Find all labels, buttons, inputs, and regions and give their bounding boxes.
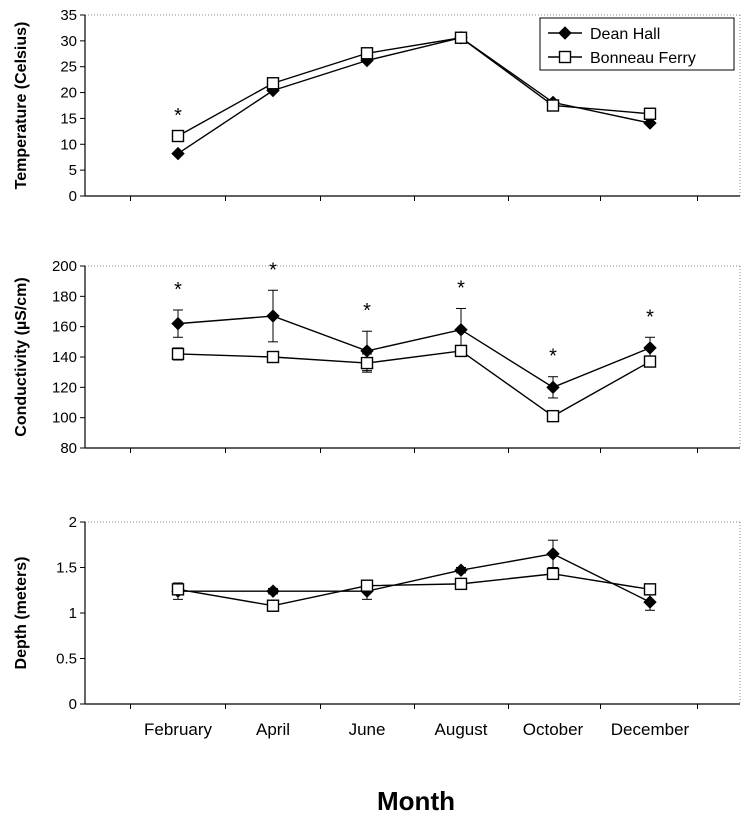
data-point-square xyxy=(360,47,374,60)
data-point-diamond xyxy=(454,563,468,577)
data-point-square xyxy=(171,347,185,361)
data-point-diamond xyxy=(643,341,657,355)
significance-star: * xyxy=(363,300,371,322)
series-bonneau-ferry xyxy=(171,567,657,612)
y-tick-label: 0 xyxy=(69,188,77,205)
data-point-square xyxy=(643,355,657,368)
y-tick-label: 1 xyxy=(69,605,77,622)
data-point-diamond xyxy=(643,116,657,130)
data-point-diamond xyxy=(266,584,280,598)
data-point-square xyxy=(643,107,657,120)
data-point-diamond xyxy=(546,547,560,561)
legend-label: Dean Hall xyxy=(590,26,660,43)
data-point-square xyxy=(266,77,280,90)
y-tick-label: 0 xyxy=(69,696,77,713)
y-tick-label: 100 xyxy=(52,410,77,427)
data-point-square xyxy=(266,350,280,364)
legend-box xyxy=(539,17,735,71)
series-bonneau-ferry xyxy=(171,344,657,423)
significance-star: * xyxy=(646,306,654,328)
data-point-square xyxy=(643,583,657,596)
series-dean-hall xyxy=(171,289,657,399)
y-axis-label: Temperature (Celsius) xyxy=(13,22,30,190)
y-tick-label: 25 xyxy=(60,59,77,76)
data-point-diamond xyxy=(454,322,468,337)
series-line xyxy=(177,315,651,389)
series-line xyxy=(177,36,651,155)
y-tick-label: 5 xyxy=(69,162,77,179)
y-axis-label: Conductivity (µS/cm) xyxy=(13,277,30,436)
series-line xyxy=(177,350,651,417)
panel-1: 0 5 10 15 20 25 30 35 Temperature (Celsius) * Dean… xyxy=(13,7,741,205)
y-tick-label: 30 xyxy=(60,33,77,50)
data-point-diamond xyxy=(546,380,560,395)
y-tick-label: 35 xyxy=(60,7,77,24)
y-tick-label: 80 xyxy=(60,440,77,457)
y-tick-label: 140 xyxy=(52,349,77,366)
y-tick-label: 15 xyxy=(60,110,77,127)
x-tick-label: August xyxy=(435,720,488,739)
y-tick-label: 200 xyxy=(52,258,77,275)
data-point-diamond xyxy=(643,595,657,609)
data-point-square xyxy=(360,579,374,592)
significance-star: * xyxy=(269,259,277,281)
legend-marker-diamond xyxy=(558,26,572,40)
data-point-square xyxy=(546,567,560,581)
significance-star: * xyxy=(457,277,465,299)
series-line xyxy=(177,37,651,137)
legend-label: Bonneau Ferry xyxy=(590,50,696,67)
data-point-diamond xyxy=(171,316,185,331)
panel-2: 80 100 120 140 160 180 200 Conductivity (µS/cm)… xyxy=(13,258,741,457)
data-point-square xyxy=(360,356,374,370)
series-dean-hall xyxy=(171,539,657,611)
significance-star: * xyxy=(174,105,182,127)
legend: Dean Hall Bonneau Ferry xyxy=(539,17,735,71)
y-tick-label: 0.5 xyxy=(56,651,77,668)
x-tick-label: February xyxy=(144,720,213,739)
y-tick-label: 180 xyxy=(52,288,77,305)
y-tick-label: 10 xyxy=(60,136,77,153)
series-line xyxy=(178,553,651,603)
legend-marker-square xyxy=(558,50,572,64)
panel-3: 0 0.5 1 1.5 2 Depth (meters) February April June… xyxy=(13,514,741,816)
data-point-square xyxy=(454,344,468,358)
y-tick-label: 120 xyxy=(52,379,77,396)
y-axis-label: Depth (meters) xyxy=(13,557,30,670)
data-point-square xyxy=(454,577,468,591)
y-tick-label: 160 xyxy=(52,319,77,336)
significance-star: * xyxy=(549,346,557,368)
data-point-square xyxy=(171,129,185,143)
data-point-diamond xyxy=(171,146,185,161)
y-tick-label: 2 xyxy=(69,514,77,531)
data-point-square xyxy=(546,99,560,112)
data-point-square xyxy=(171,583,185,596)
x-tick-label: October xyxy=(523,720,584,739)
x-tick-label: April xyxy=(256,720,290,739)
data-point-square xyxy=(266,599,280,612)
x-axis-label: Month xyxy=(377,786,455,816)
data-point-square xyxy=(546,409,560,423)
x-tick-label: December xyxy=(611,720,690,739)
x-tick-label: June xyxy=(349,720,386,739)
data-point-diamond xyxy=(266,309,280,323)
significance-star: * xyxy=(174,279,182,301)
series-line xyxy=(177,573,651,607)
series-bonneau-ferry xyxy=(171,31,657,143)
y-tick-label: 1.5 xyxy=(56,560,77,577)
data-point-square xyxy=(454,31,468,44)
y-tick-label: 20 xyxy=(60,85,77,102)
